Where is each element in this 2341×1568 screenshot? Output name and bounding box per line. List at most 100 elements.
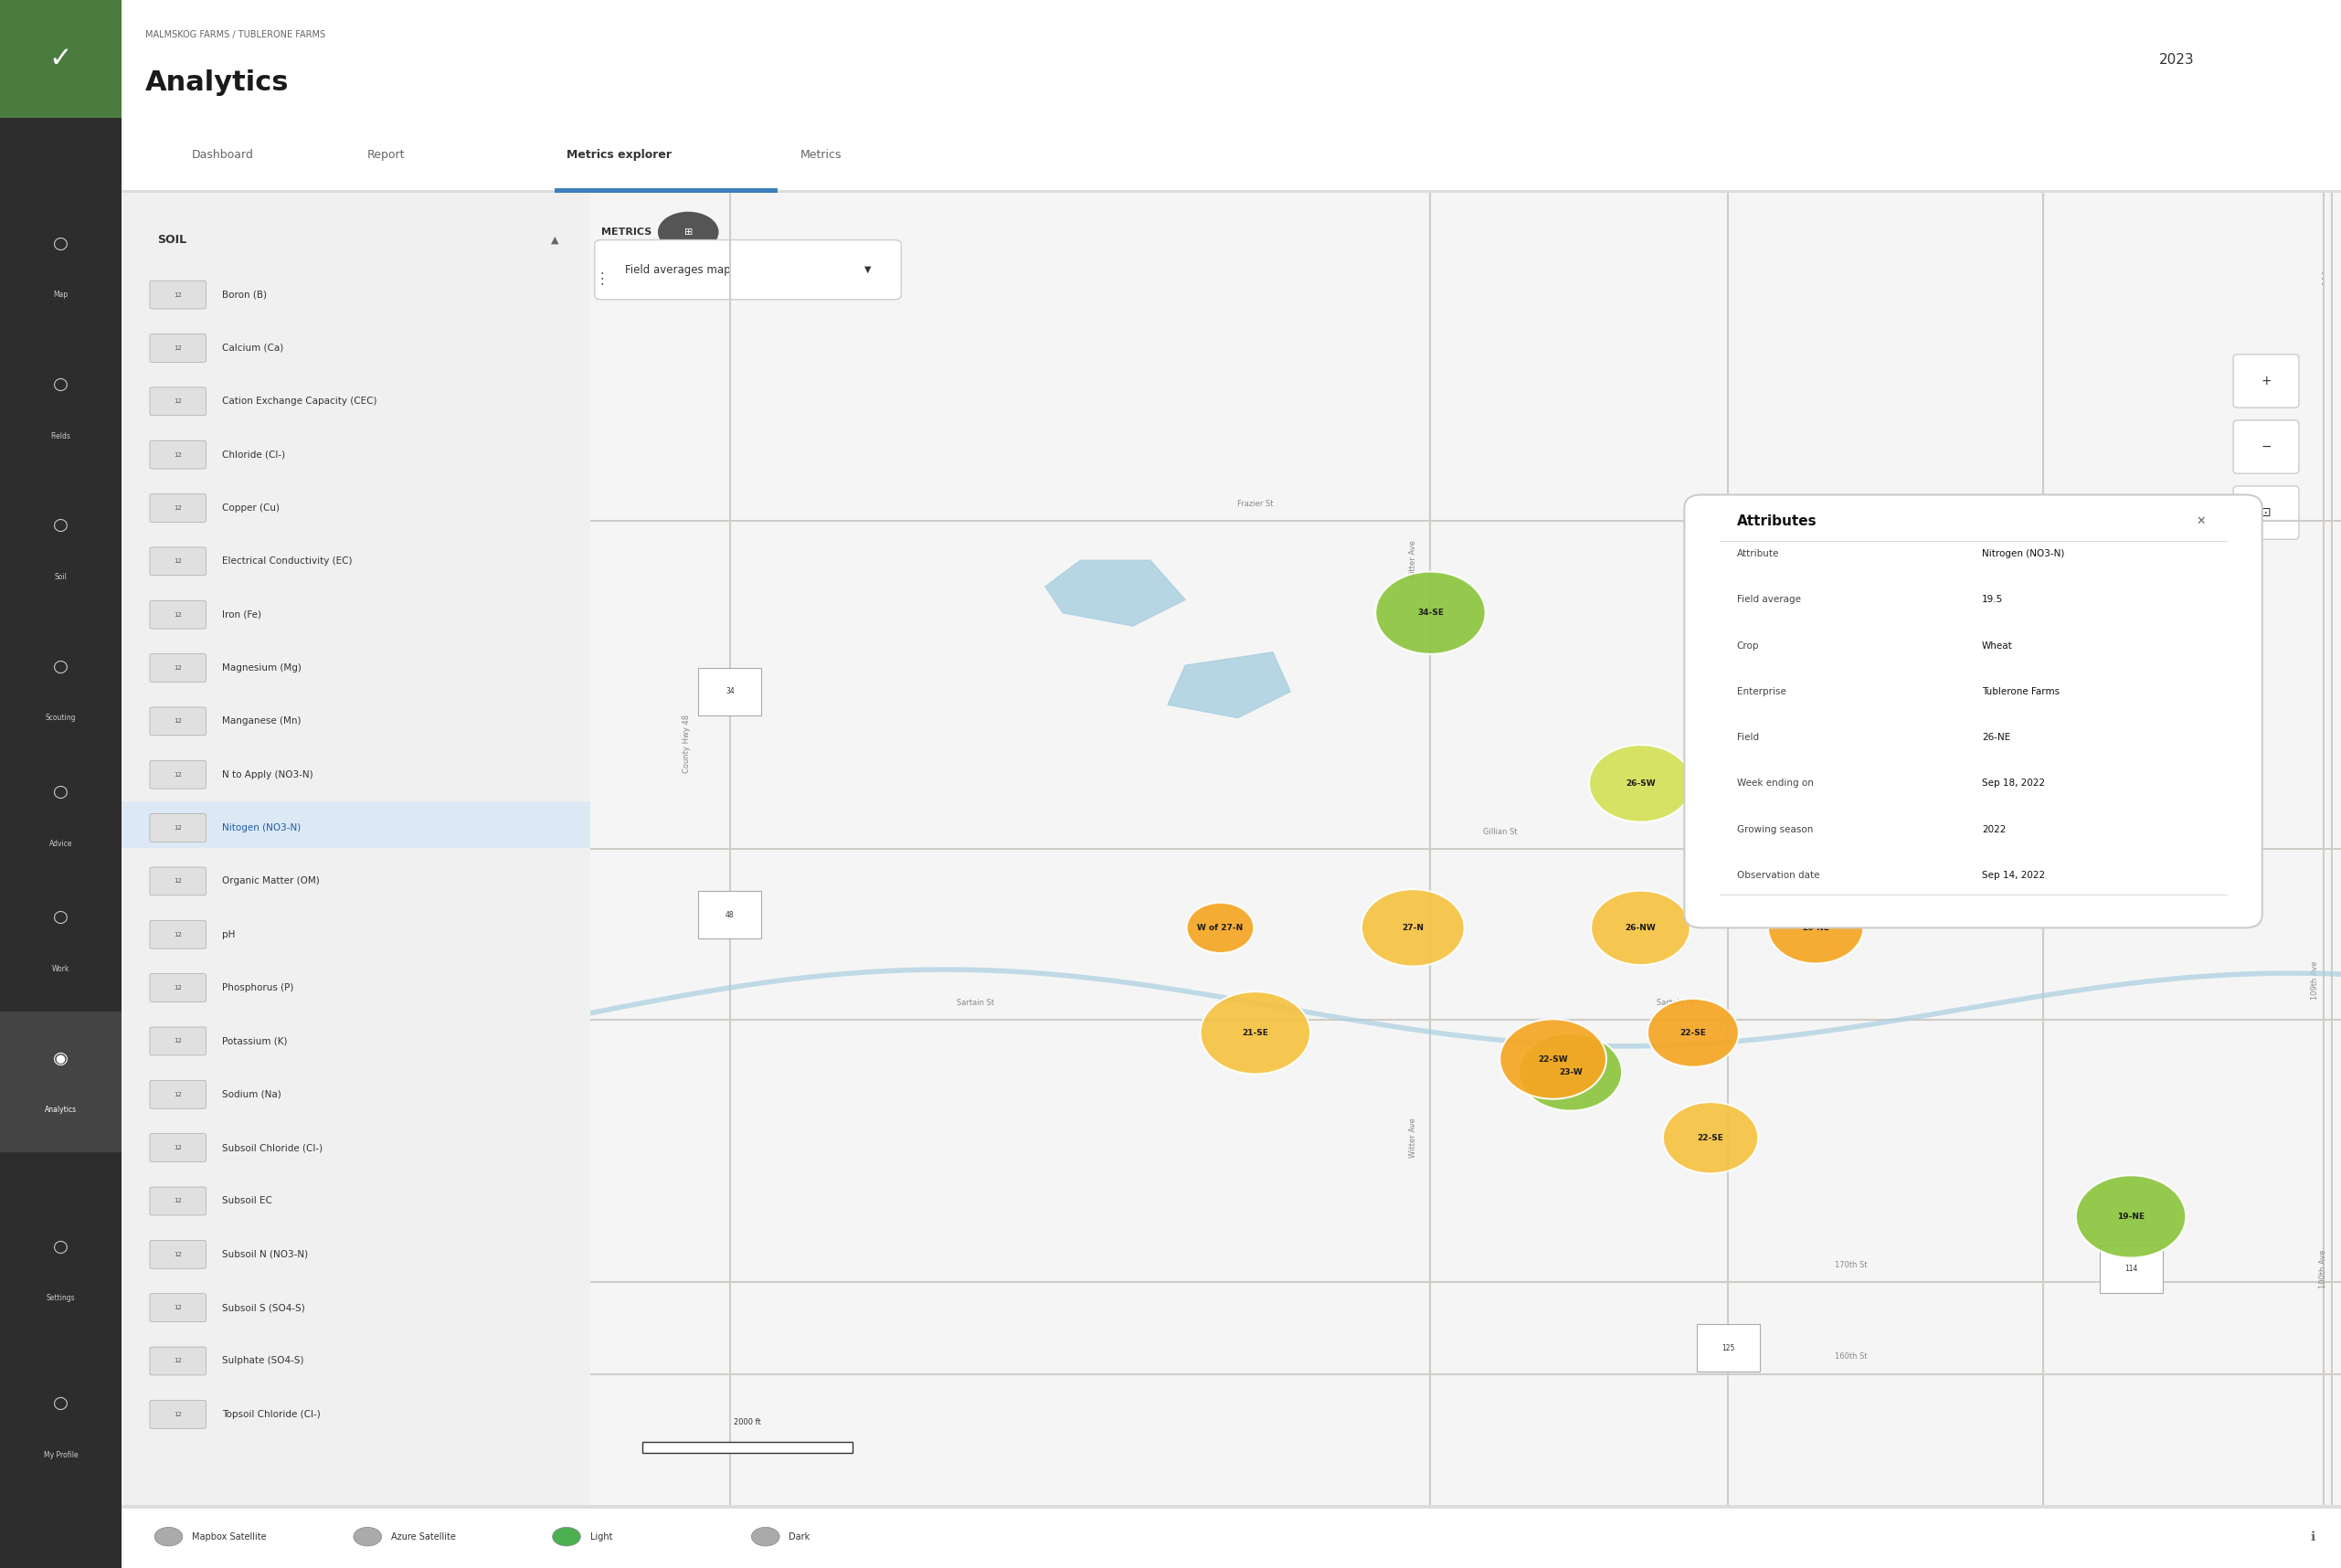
Text: Potassium (K): Potassium (K): [222, 1036, 288, 1046]
Bar: [698, 668, 761, 715]
Text: Organic Matter (OM): Organic Matter (OM): [222, 877, 321, 886]
FancyBboxPatch shape: [2233, 486, 2299, 539]
Text: Scouting: Scouting: [44, 713, 77, 723]
Text: Sartain St: Sartain St: [1657, 999, 1695, 1007]
Text: ○: ○: [54, 234, 68, 252]
Text: 12: 12: [173, 1251, 183, 1258]
Text: 12: 12: [173, 931, 183, 938]
Text: 22-SE: 22-SE: [1681, 1029, 1707, 1036]
FancyBboxPatch shape: [150, 1027, 206, 1055]
Bar: [122, 801, 590, 848]
Text: Sartain St: Sartain St: [957, 999, 995, 1007]
FancyBboxPatch shape: [150, 1134, 206, 1162]
Text: 48: 48: [726, 911, 735, 919]
Text: Attributes: Attributes: [1737, 514, 1817, 528]
FancyBboxPatch shape: [150, 1347, 206, 1375]
Bar: [0, 1011, 122, 1152]
Text: ℹ: ℹ: [2311, 1530, 2315, 1543]
Text: 12: 12: [173, 771, 183, 778]
Bar: [122, 1505, 2341, 1508]
Text: Witter Ave: Witter Ave: [1409, 1118, 1416, 1157]
Text: 12: 12: [173, 1198, 183, 1204]
Circle shape: [658, 212, 719, 252]
Text: 22-SE: 22-SE: [1697, 1134, 1723, 1142]
Bar: [555, 188, 777, 193]
Text: ⊞: ⊞: [684, 227, 693, 237]
Text: −: −: [2261, 441, 2271, 453]
Text: 12: 12: [173, 1038, 183, 1044]
Bar: [122, 118, 2341, 193]
FancyBboxPatch shape: [150, 387, 206, 416]
Text: 31-NE: 31-NE: [2116, 753, 2144, 762]
Text: Subsoil EC: Subsoil EC: [222, 1196, 272, 1206]
Circle shape: [1501, 1019, 1606, 1099]
Text: 170th St: 170th St: [1835, 1261, 1868, 1269]
Text: 36-NE: 36-NE: [1959, 713, 1988, 721]
Text: 21-SE: 21-SE: [1243, 1029, 1269, 1036]
Circle shape: [2079, 718, 2182, 797]
Text: Map: Map: [54, 290, 68, 299]
Text: 19-NE: 19-NE: [2116, 1212, 2144, 1220]
Text: 27-N: 27-N: [1402, 924, 1423, 931]
Text: 12: 12: [173, 985, 183, 991]
Text: MALMSKOG FARMS / TUBLERONE FARMS: MALMSKOG FARMS / TUBLERONE FARMS: [145, 30, 325, 39]
Text: 12: 12: [173, 1411, 183, 1417]
Circle shape: [552, 1527, 581, 1546]
FancyBboxPatch shape: [150, 334, 206, 362]
Text: Brill Ave: Brill Ave: [2023, 768, 2030, 800]
Text: ▼: ▼: [864, 265, 871, 274]
Circle shape: [2030, 575, 2128, 651]
Text: Analytics: Analytics: [44, 1105, 77, 1115]
Text: 114: 114: [2123, 1265, 2137, 1273]
Text: 2022: 2022: [1983, 825, 2006, 834]
Text: ○: ○: [54, 1237, 68, 1256]
Text: Light: Light: [590, 1532, 613, 1541]
Text: Growing season: Growing season: [1737, 825, 1812, 834]
Text: 12: 12: [173, 665, 183, 671]
FancyBboxPatch shape: [150, 814, 206, 842]
Text: 100th Ave: 100th Ave: [2320, 1250, 2327, 1289]
Text: 109th Ave: 109th Ave: [2311, 961, 2320, 1000]
Text: ○: ○: [54, 516, 68, 535]
FancyBboxPatch shape: [150, 654, 206, 682]
Text: ◉: ◉: [54, 1049, 68, 1068]
Text: Sodium (Na): Sodium (Na): [222, 1090, 281, 1099]
Text: Subsoil N (NO3-N): Subsoil N (NO3-N): [222, 1250, 309, 1259]
Bar: [1697, 1323, 1760, 1372]
Text: 26-SW: 26-SW: [1625, 779, 1655, 787]
Text: 12: 12: [173, 718, 183, 724]
Bar: [122, 190, 2341, 193]
Bar: [2100, 1245, 2163, 1292]
Text: Crop: Crop: [1737, 641, 1760, 651]
Text: County Rd 125: County Rd 125: [1707, 585, 1714, 641]
Text: Calcium (Ca): Calcium (Ca): [222, 343, 283, 353]
FancyBboxPatch shape: [150, 760, 206, 789]
Circle shape: [1927, 682, 2020, 754]
Text: Sep 14, 2022: Sep 14, 2022: [1983, 870, 2046, 880]
Text: 19.5: 19.5: [1983, 596, 2004, 604]
Circle shape: [1648, 999, 1739, 1066]
Polygon shape: [1044, 560, 1185, 626]
Bar: [0, 0, 122, 118]
FancyBboxPatch shape: [150, 1080, 206, 1109]
Polygon shape: [1168, 652, 1290, 718]
Circle shape: [1519, 1033, 1622, 1110]
Text: ⋮: ⋮: [2315, 271, 2329, 287]
Text: Azure Satellite: Azure Satellite: [391, 1532, 456, 1541]
Text: 12: 12: [173, 1358, 183, 1364]
Text: Iron (Fe): Iron (Fe): [222, 610, 262, 619]
Text: ○: ○: [54, 1394, 68, 1413]
Text: Tublerone Farms: Tublerone Farms: [1983, 687, 2060, 696]
Text: ✓: ✓: [49, 45, 73, 72]
FancyBboxPatch shape: [150, 974, 206, 1002]
Text: ⊡: ⊡: [2261, 506, 2271, 519]
Text: Gillian St: Gillian St: [1484, 828, 1517, 836]
Text: 2023: 2023: [2158, 53, 2196, 66]
Text: 12: 12: [173, 1091, 183, 1098]
Text: Sulphate (SO4-S): Sulphate (SO4-S): [222, 1356, 304, 1366]
FancyBboxPatch shape: [150, 547, 206, 575]
FancyBboxPatch shape: [150, 867, 206, 895]
Text: Nitrogen (NO3-N): Nitrogen (NO3-N): [1983, 549, 2065, 558]
Circle shape: [1362, 889, 1465, 966]
Text: 12: 12: [173, 292, 183, 298]
